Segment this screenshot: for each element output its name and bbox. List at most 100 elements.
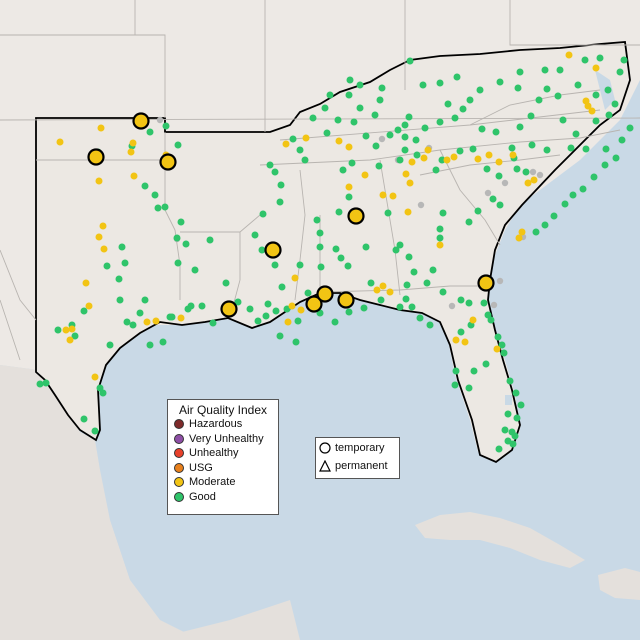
monitor-good[interactable]	[527, 112, 535, 120]
monitor-good[interactable]	[601, 161, 609, 169]
monitor-good[interactable]	[266, 161, 274, 169]
monitor-good[interactable]	[401, 146, 409, 154]
monitor-moderate[interactable]	[565, 51, 573, 59]
monitor-good[interactable]	[356, 81, 364, 89]
monitor-good[interactable]	[494, 333, 502, 341]
monitor-good[interactable]	[495, 445, 503, 453]
monitor-good[interactable]	[535, 96, 543, 104]
monitor-moderate[interactable]	[100, 245, 108, 253]
monitor-good[interactable]	[487, 316, 495, 324]
monitor-good[interactable]	[465, 299, 473, 307]
monitor-good[interactable]	[543, 85, 551, 93]
monitor-good[interactable]	[574, 81, 582, 89]
monitor-moderate[interactable]	[509, 151, 517, 159]
monitor-good[interactable]	[432, 166, 440, 174]
monitor-good[interactable]	[465, 218, 473, 226]
monitor-good[interactable]	[439, 209, 447, 217]
monitor-good[interactable]	[42, 379, 50, 387]
monitor-good[interactable]	[612, 154, 620, 162]
monitor-good[interactable]	[115, 275, 123, 283]
monitor-good[interactable]	[559, 116, 567, 124]
monitor-moderate[interactable]	[452, 336, 460, 344]
monitor-moderate[interactable]	[91, 373, 99, 381]
monitor-good[interactable]	[492, 128, 500, 136]
monitor-good[interactable]	[511, 432, 519, 440]
monitor-moderate[interactable]	[450, 153, 458, 161]
monitor-good[interactable]	[413, 151, 421, 159]
monitor-good[interactable]	[246, 305, 254, 313]
monitor-good[interactable]	[618, 136, 626, 144]
legend-item-temporary[interactable]: temporary	[316, 440, 399, 456]
monitor-moderate[interactable]	[406, 179, 414, 187]
monitor-good[interactable]	[309, 114, 317, 122]
monitor-good[interactable]	[277, 181, 285, 189]
monitor-good[interactable]	[251, 231, 259, 239]
monitor-moderate[interactable]	[373, 286, 381, 294]
legend-item-hazardous[interactable]: Hazardous	[168, 417, 278, 432]
monitor-good[interactable]	[444, 100, 452, 108]
monitor-good[interactable]	[396, 241, 404, 249]
monitor-moderate[interactable]	[443, 156, 451, 164]
monitor-good[interactable]	[367, 279, 375, 287]
monitor-good[interactable]	[332, 245, 340, 253]
monitor-good[interactable]	[550, 212, 558, 220]
monitor-good[interactable]	[543, 146, 551, 154]
monitor-good[interactable]	[421, 124, 429, 132]
monitor-good[interactable]	[569, 191, 577, 199]
monitor-good[interactable]	[54, 326, 62, 334]
monitor-good[interactable]	[136, 309, 144, 317]
monitor-good[interactable]	[323, 129, 331, 137]
monitor-good[interactable]	[209, 319, 217, 327]
monitor-good[interactable]	[345, 308, 353, 316]
monitor-no-data[interactable]	[536, 171, 544, 179]
monitor-good[interactable]	[592, 91, 600, 99]
monitor-good[interactable]	[459, 105, 467, 113]
monitor-good[interactable]	[605, 111, 613, 119]
monitor-good[interactable]	[469, 145, 477, 153]
monitor-moderate[interactable]	[408, 158, 416, 166]
monitor-good[interactable]	[272, 307, 280, 315]
monitor-moderate[interactable]	[68, 325, 76, 333]
monitor-good[interactable]	[592, 117, 600, 125]
monitor-moderate[interactable]	[177, 314, 185, 322]
monitor-good[interactable]	[296, 146, 304, 154]
monitor-moderate[interactable]	[291, 274, 299, 282]
monitor-good[interactable]	[36, 380, 44, 388]
monitor-good[interactable]	[408, 303, 416, 311]
monitor-moderate[interactable]	[345, 143, 353, 151]
monitor-good[interactable]	[360, 304, 368, 312]
monitor-good[interactable]	[402, 295, 410, 303]
monitor-moderate[interactable]	[127, 148, 135, 156]
monitor-good[interactable]	[198, 302, 206, 310]
monitor-moderate[interactable]	[152, 317, 160, 325]
monitor-good[interactable]	[476, 86, 484, 94]
monitor-good[interactable]	[532, 228, 540, 236]
monitor-good[interactable]	[348, 159, 356, 167]
monitor-good[interactable]	[500, 349, 508, 357]
monitor-good[interactable]	[436, 118, 444, 126]
monitor-good[interactable]	[439, 288, 447, 296]
monitor-good[interactable]	[123, 318, 131, 326]
monitor-good[interactable]	[317, 263, 325, 271]
monitor-moderate[interactable]	[485, 151, 493, 159]
monitor-good[interactable]	[271, 261, 279, 269]
monitor-moderate[interactable]	[143, 318, 151, 326]
monitor-moderate[interactable]	[530, 176, 538, 184]
monitor-good[interactable]	[304, 289, 312, 297]
monitor-good[interactable]	[344, 262, 352, 270]
monitor-good[interactable]	[496, 201, 504, 209]
monitor-good[interactable]	[556, 66, 564, 74]
monitor-moderate[interactable]	[420, 154, 428, 162]
monitor-moderate[interactable]	[66, 336, 74, 344]
monitor-good[interactable]	[504, 410, 512, 418]
monitor-good[interactable]	[480, 299, 488, 307]
monitor-moderate[interactable]	[129, 139, 137, 147]
monitor-good[interactable]	[234, 298, 242, 306]
monitor-good[interactable]	[394, 126, 402, 134]
monitor-good[interactable]	[582, 145, 590, 153]
monitor-good[interactable]	[271, 168, 279, 176]
monitor-good[interactable]	[106, 341, 114, 349]
monitor-moderate[interactable]	[282, 140, 290, 148]
monitor-good[interactable]	[405, 113, 413, 121]
